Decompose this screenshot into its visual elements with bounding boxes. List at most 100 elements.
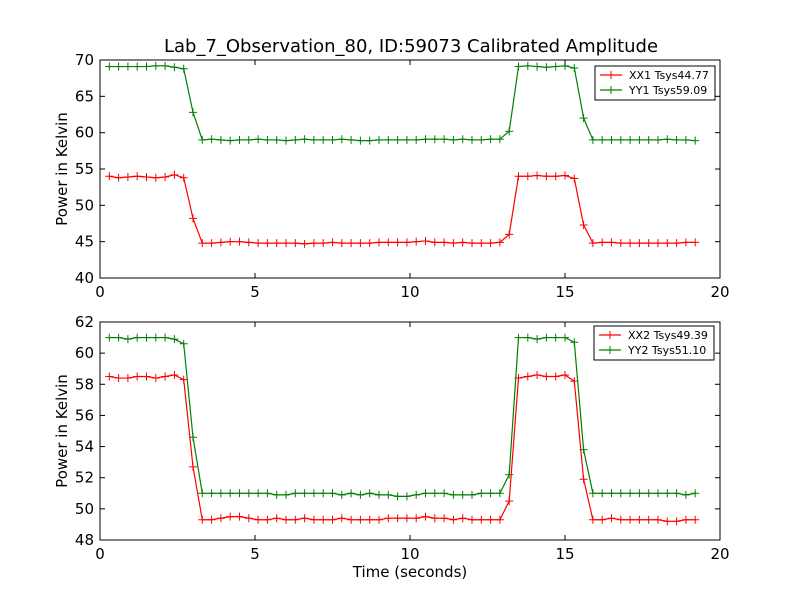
y-tick-label: 56 [75,406,94,424]
x-tick-label: 5 [250,283,260,301]
data-point-2-3 [123,62,132,71]
data-point-1-33 [402,514,411,523]
data-point-2-23 [309,135,318,144]
data-point-1-5 [142,372,151,381]
data-point-1-20 [282,239,290,248]
data-point-1-47 [533,370,542,379]
data-point-1-1 [105,372,114,381]
y-tick-label: 40 [75,269,94,287]
data-point-1-9 [179,173,188,182]
data-point-1-50 [561,171,569,180]
x-tick-label: 15 [555,545,574,563]
data-point-2-29 [365,489,374,498]
data-point-1-6 [151,374,160,383]
data-point-2-19 [272,135,281,144]
data-point-2-4 [133,62,142,71]
data-point-2-13 [216,489,225,498]
data-point-2-25 [328,135,337,144]
y-axis-label: Power in Kelvin [53,112,71,226]
data-point-1-38 [449,515,458,524]
legend-entry: XX1 Tsys44.77 [629,69,709,82]
data-point-1-24 [319,515,328,524]
data-point-1-20 [282,515,290,524]
data-point-1-61 [663,517,672,526]
data-point-2-60 [654,489,662,498]
legend: XX1 Tsys44.77 YY1 Tsys59.09 [594,65,716,101]
data-point-2-57 [626,135,635,144]
data-point-1-8 [170,170,179,179]
data-point-1-64 [691,238,700,247]
data-point-1-40 [468,515,476,524]
x-tick-label: 0 [95,283,105,301]
data-point-2-48 [542,63,551,72]
data-point-1-18 [263,239,272,248]
data-point-2-16 [244,489,253,498]
data-point-2-49 [551,62,560,71]
data-point-2-64 [691,489,700,498]
data-point-1-41 [477,515,486,524]
data-point-2-31 [384,135,393,144]
data-point-1-28 [356,515,365,524]
legend-box [593,325,715,361]
data-point-2-34 [412,135,421,144]
data-point-2-5 [142,333,151,342]
data-point-2-17 [254,489,263,498]
data-point-2-46 [523,61,532,70]
data-point-1-36 [430,514,439,523]
data-point-2-38 [449,490,458,499]
data-point-2-58 [635,489,644,498]
data-point-2-30 [375,490,383,499]
data-point-2-53 [588,135,597,144]
data-point-2-19 [272,490,281,499]
y-tick-label: 48 [75,531,94,549]
data-point-1-60 [654,515,662,524]
y-tick-label: 50 [75,500,94,518]
legend-swatch-marker [606,346,614,354]
data-point-1-51 [570,174,579,183]
data-point-2-20 [282,490,290,499]
data-point-2-55 [607,135,616,144]
data-point-2-1 [105,62,114,71]
data-point-1-9 [179,375,188,384]
data-point-2-27 [347,135,356,144]
legend-entry: XX2 Tsys49.39 [628,329,708,342]
data-point-1-28 [356,239,365,248]
data-point-1-49 [551,172,560,181]
y-tick-label: 60 [75,124,94,142]
data-point-1-52 [579,220,588,229]
data-point-1-59 [644,239,653,248]
data-point-1-3 [123,172,132,181]
data-point-2-1 [105,333,114,342]
data-point-1-50 [561,370,569,379]
data-point-1-34 [412,237,421,246]
data-point-1-43 [495,515,504,524]
data-point-1-64 [691,515,700,524]
data-point-2-43 [495,135,504,144]
data-point-1-10 [189,214,197,223]
x-tick-label: 10 [400,283,419,301]
data-point-2-61 [663,489,672,498]
data-point-1-40 [468,239,476,248]
data-point-1-10 [189,462,197,471]
data-point-1-29 [365,239,374,248]
data-point-1-7 [161,172,170,181]
data-point-2-28 [356,136,365,145]
data-point-2-50 [561,333,569,342]
data-point-2-15 [235,489,244,498]
data-point-1-2 [114,173,123,182]
data-point-2-30 [375,135,383,144]
data-point-2-18 [263,135,272,144]
data-point-1-43 [495,238,504,247]
data-point-2-45 [514,333,523,342]
x-tick-label: 10 [400,545,419,563]
data-point-1-24 [319,239,328,248]
data-point-2-52 [579,114,588,123]
data-point-1-38 [449,239,458,248]
data-point-2-43 [495,489,504,498]
data-point-1-18 [263,515,272,524]
data-point-1-22 [300,514,309,523]
data-point-2-7 [161,61,170,70]
data-point-2-2 [114,62,123,71]
data-point-2-47 [533,335,542,344]
y-tick-label: 62 [75,313,94,331]
